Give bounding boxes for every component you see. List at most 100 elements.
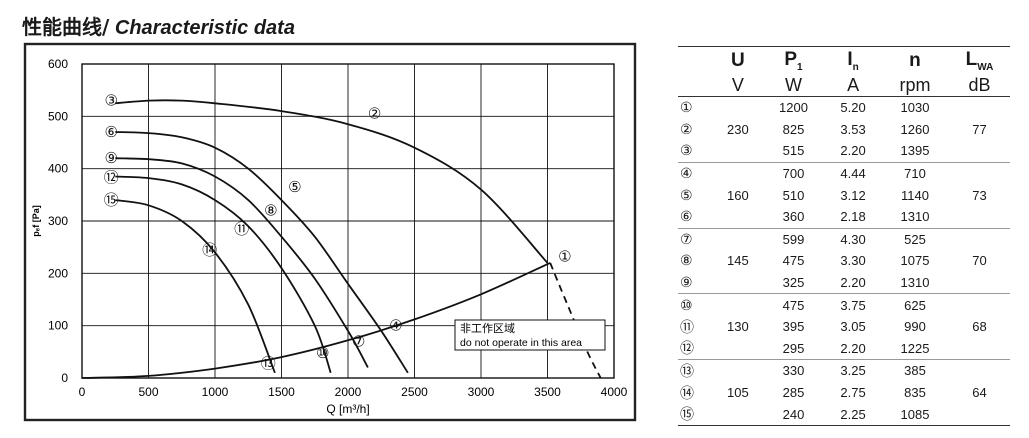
cell-voltage [714, 140, 762, 163]
cell-sound [949, 337, 1010, 361]
row-index: ④ [680, 165, 693, 182]
cell-power: 475 [782, 253, 805, 269]
curve-label: ③ [105, 92, 118, 110]
cell-power: 599 [782, 231, 805, 247]
cell-voltage [714, 271, 762, 295]
cell-power: 700 [782, 166, 805, 182]
chart-frame [23, 42, 637, 422]
curve-label: ⑭ [202, 241, 217, 259]
table-row: ⑧ 145 475 3.30 1075 70 [678, 250, 1010, 272]
curve-label: ② [368, 105, 381, 123]
series-line [115, 175, 332, 374]
cell-current: 3.12 [840, 187, 866, 203]
cell-speed: 525 [904, 231, 926, 247]
series-line [115, 199, 276, 374]
title-en: Characteristic data [114, 17, 295, 39]
table-row: ⑤ 160 510 3.12 1140 73 [678, 184, 1010, 206]
curve-label: ④ [389, 317, 402, 335]
cell-voltage [714, 403, 762, 426]
x-tick-label: 1000 [202, 385, 229, 399]
cell-power: 360 [761, 205, 826, 229]
cell-power: 1200 [779, 100, 808, 116]
series-line [115, 157, 369, 368]
cell-sound: 73 [972, 187, 987, 203]
cell-sound [949, 140, 1010, 163]
cell-power: 240 [761, 403, 826, 426]
cell-voltage: 105 [727, 385, 749, 401]
table-unit: rpm [880, 74, 950, 97]
cell-speed: 1030 [900, 100, 930, 116]
cell-speed: 1395 [880, 140, 950, 163]
cell-voltage: 130 [727, 319, 749, 335]
y-tick-label: 600 [48, 57, 68, 71]
table-row: ⑭ 105 285 2.75 835 64 [678, 382, 1010, 404]
row-index: ⑭ [680, 384, 694, 401]
cell-sound: 68 [972, 319, 987, 335]
curve-label: ⑥ [105, 123, 118, 141]
cell-speed: 1085 [880, 403, 950, 426]
cell-voltage [714, 205, 762, 229]
row-index: ⑨ [678, 271, 714, 295]
cell-sound [949, 162, 1010, 184]
table-header: P1 [761, 46, 826, 74]
curve-label: ① [558, 248, 571, 266]
x-tick-label: 4000 [601, 385, 628, 399]
table-row: ⑦ 599 4.30 525 [678, 228, 1010, 250]
cell-current: 2.20 [825, 337, 881, 361]
cell-sound [949, 205, 1010, 229]
x-tick-label: 3500 [534, 385, 561, 399]
cell-current: 3.75 [840, 297, 866, 313]
cell-speed: 1225 [880, 337, 950, 361]
cell-voltage: 160 [727, 187, 749, 203]
row-index: ⑦ [680, 230, 693, 247]
table-unit: dB [949, 74, 1010, 97]
table-row: ⑬ 330 3.25 385 [678, 360, 1010, 382]
cell-current: 2.18 [825, 205, 881, 229]
cell-current: 3.25 [840, 363, 866, 379]
cell-voltage [714, 360, 762, 382]
row-index: ③ [678, 140, 714, 163]
cell-power: 330 [782, 363, 805, 379]
table-row: ⑪ 130 395 3.05 990 68 [678, 316, 1010, 338]
characteristic-chart: 0 500 1000 1500 2000 2500 3000 3500 4000 0 100 200 3… [23, 42, 637, 422]
cell-current: 3.30 [840, 253, 866, 269]
x-tick-label: 2500 [401, 385, 428, 399]
row-index: ⑤ [680, 186, 693, 203]
x-tick-label: 0 [79, 385, 86, 399]
cell-speed: 1260 [900, 121, 930, 137]
cell-power: 395 [782, 319, 805, 335]
x-tick-label: 3000 [468, 385, 495, 399]
curve-label: ⑨ [105, 149, 118, 167]
curve-label: ⑩ [316, 344, 329, 362]
curve-label: ⑤ [288, 178, 301, 196]
table-row: ⑮ 240 2.25 1085 [678, 403, 1010, 426]
y-tick-label: 500 [48, 109, 68, 123]
annotation-box [454, 319, 606, 351]
row-index: ① [680, 99, 693, 116]
no-operate-boundary [549, 262, 602, 379]
cell-power: 295 [761, 337, 826, 361]
y-tick-label: 300 [48, 214, 68, 228]
row-index: ⑫ [678, 337, 714, 361]
curve-label: ⑦ [352, 332, 365, 350]
cell-current: 2.20 [825, 271, 881, 295]
cell-current: 3.05 [840, 319, 866, 335]
cell-sound: 77 [972, 121, 987, 137]
curve-label: ⑮ [104, 191, 119, 209]
cell-sound [949, 271, 1010, 295]
cell-current: 3.53 [840, 121, 866, 137]
cell-voltage [714, 228, 762, 250]
y-tick-label: 100 [48, 319, 68, 333]
table-header: LWA [949, 46, 1010, 74]
system-curve [81, 262, 551, 379]
cell-current: 4.44 [840, 166, 866, 182]
page-title: 性能曲线/ Characteristic data [22, 11, 295, 40]
cell-power: 510 [782, 187, 805, 203]
cell-speed: 990 [904, 319, 926, 335]
cell-speed: 625 [904, 297, 926, 313]
cell-current: 2.20 [825, 140, 881, 163]
y-axis-label: pₑf [Pa] [31, 205, 41, 236]
curve-label: ⑪ [234, 220, 249, 238]
cell-power: 825 [782, 121, 805, 137]
annotation-zh: 非工作区域 [460, 322, 515, 335]
